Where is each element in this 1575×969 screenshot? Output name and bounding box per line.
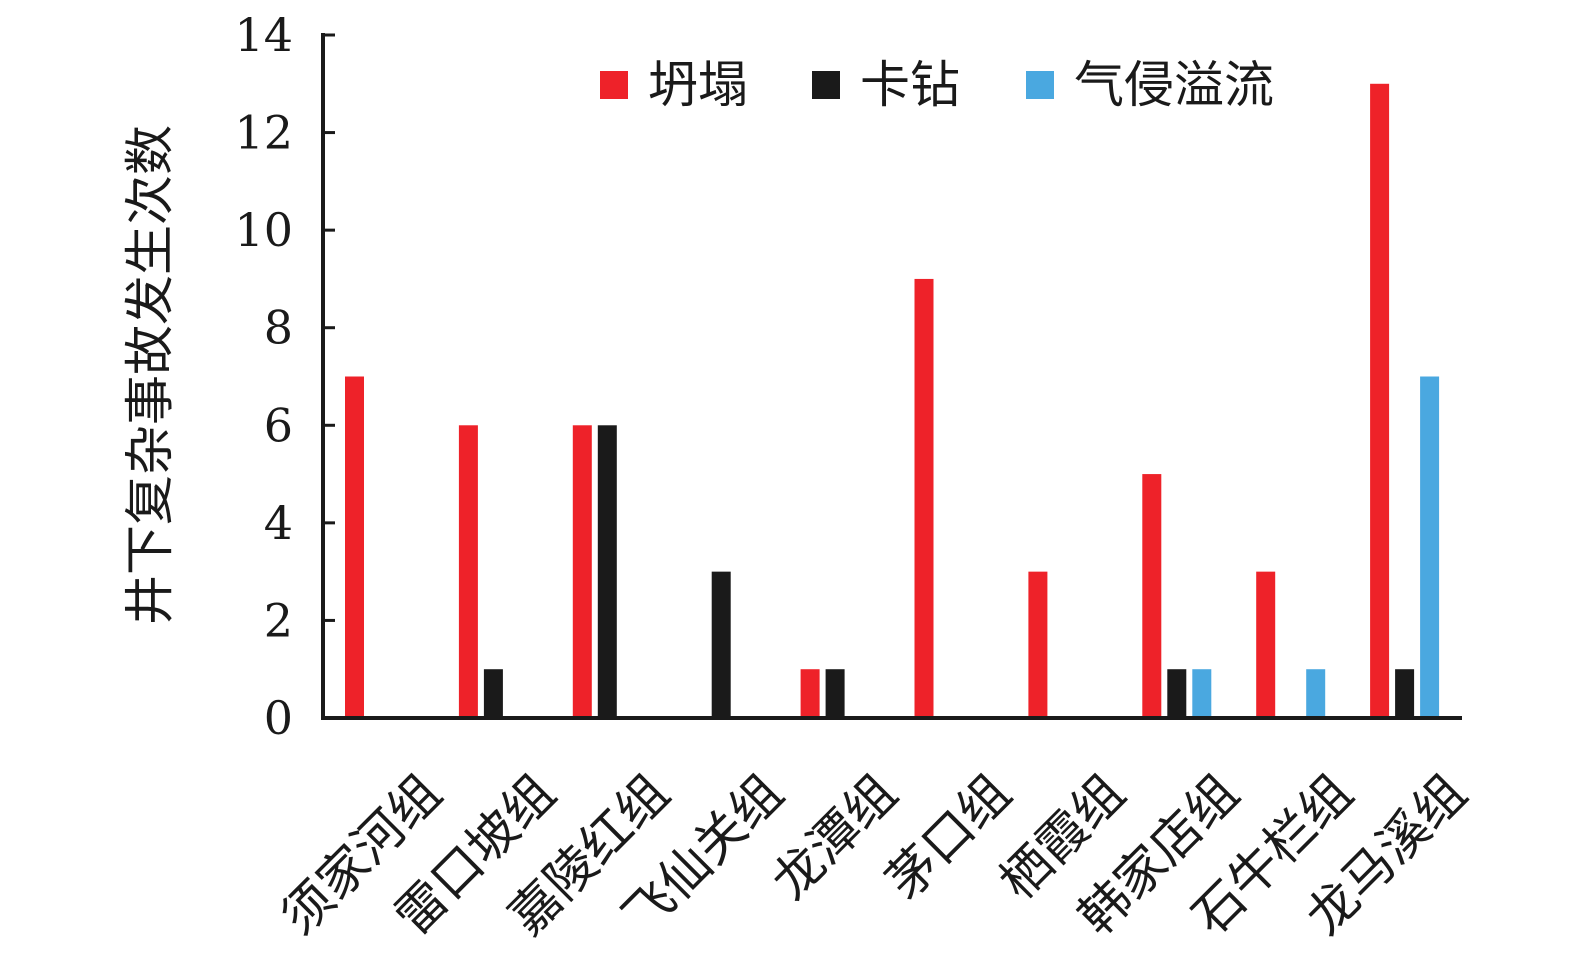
bar-坍塌 bbox=[1142, 474, 1162, 718]
bar-卡钻 bbox=[1395, 669, 1415, 718]
y-axis-label-group: 井下复杂事故发生次数 bbox=[121, 125, 179, 625]
bar-坍塌 bbox=[1370, 83, 1390, 719]
y-tick-label: 4 bbox=[264, 496, 293, 550]
bar-坍塌 bbox=[345, 376, 364, 718]
bar-卡钻 bbox=[711, 571, 731, 718]
legend: 坍塌 卡钻 气侵溢流 bbox=[600, 56, 1274, 114]
x-category-label: 茅口组 bbox=[875, 763, 1022, 910]
bar-坍塌 bbox=[800, 669, 820, 718]
bar-坍塌 bbox=[914, 278, 934, 718]
legend-swatch bbox=[600, 71, 628, 99]
bar-卡钻 bbox=[483, 669, 503, 718]
bar-坍塌 bbox=[1256, 571, 1276, 718]
bar-坍塌 bbox=[458, 425, 478, 718]
y-tick-label: 6 bbox=[264, 398, 293, 452]
legend-label: 气侵溢流 bbox=[1074, 56, 1274, 114]
legend-swatch bbox=[812, 71, 840, 99]
axes bbox=[321, 33, 1462, 720]
bar-坍塌 bbox=[572, 425, 592, 718]
y-tick-label: 10 bbox=[234, 203, 293, 257]
bar-卡钻 bbox=[597, 425, 617, 718]
x-category-label: 龙潭组 bbox=[761, 763, 908, 910]
bar-卡钻 bbox=[825, 669, 845, 718]
bar-卡钻 bbox=[1167, 669, 1187, 718]
bar-气侵溢流 bbox=[1192, 669, 1212, 718]
y-axis-label: 井下复杂事故发生次数 bbox=[121, 125, 179, 625]
bar-气侵溢流 bbox=[1306, 669, 1326, 718]
legend-swatch bbox=[1026, 71, 1054, 99]
legend-label: 卡钻 bbox=[860, 56, 960, 114]
bars bbox=[345, 83, 1440, 719]
y-tick-label: 12 bbox=[234, 106, 293, 160]
bar-坍塌 bbox=[1028, 571, 1048, 718]
legend-label: 坍塌 bbox=[648, 56, 748, 114]
y-tick-label: 0 bbox=[264, 691, 293, 745]
y-tick-label: 2 bbox=[264, 593, 293, 647]
y-tick-label: 8 bbox=[264, 301, 293, 355]
y-axis-ticks: 0 2 4 6 8 10 12 14 bbox=[234, 8, 335, 745]
bar-气侵溢流 bbox=[1420, 376, 1440, 718]
y-tick-label: 14 bbox=[234, 8, 293, 62]
